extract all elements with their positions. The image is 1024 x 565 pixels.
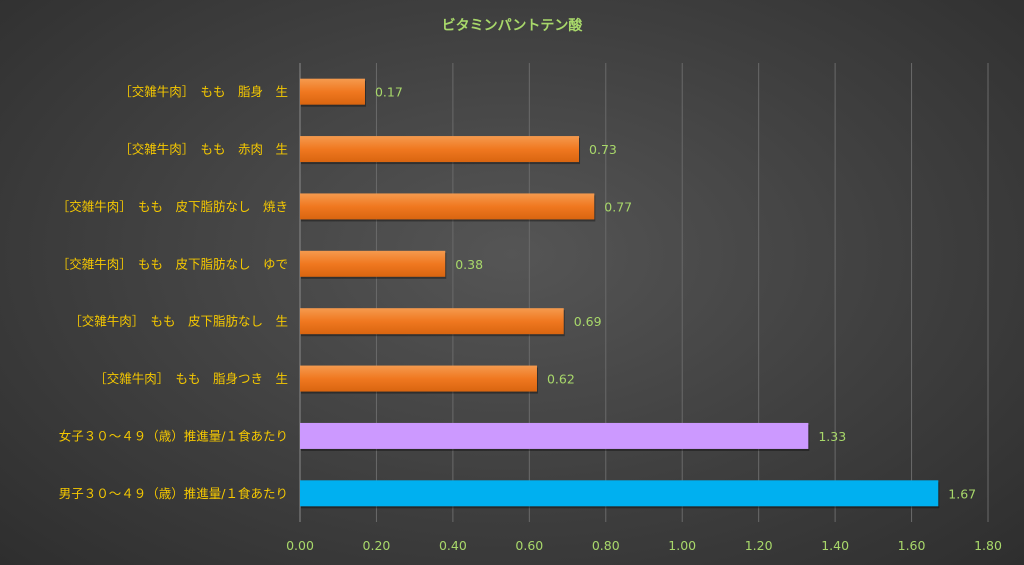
bar	[300, 78, 365, 105]
bar	[300, 480, 939, 507]
data-label: 0.62	[547, 372, 575, 387]
data-label: 0.69	[574, 314, 602, 329]
bar	[300, 365, 537, 392]
x-tick-label: 0.80	[592, 538, 620, 553]
x-tick-label: 1.20	[745, 538, 773, 553]
x-tick-label: 1.40	[821, 538, 849, 553]
data-label: 1.67	[948, 486, 976, 501]
labels: 0.00 0.20 0.40 0.60 0.80 1.00 1.20 1.40 1.60 1.80…	[57, 84, 1002, 553]
bar	[300, 136, 580, 163]
category-label: ［交雑牛肉］ もも 皮下脂肪なし 焼き	[57, 199, 288, 214]
data-label: 1.33	[818, 429, 846, 444]
category-label: ［交雑牛肉］ もも 脂身つき 生	[94, 371, 288, 386]
bar	[300, 422, 809, 449]
x-tick-label: 0.40	[439, 538, 467, 553]
x-tick-label: 0.00	[286, 538, 314, 553]
category-label: ［交雑牛肉］ もも 赤肉 生	[119, 142, 288, 157]
bars	[300, 78, 940, 509]
category-label: ［交雑牛肉］ もも 脂身 生	[119, 84, 288, 99]
x-tick-label: 0.20	[363, 538, 391, 553]
x-tick-label: 1.80	[974, 538, 1002, 553]
x-tick-label: 0.60	[515, 538, 543, 553]
category-label: 女子３０～４９（歳）推進量/１食あたり	[59, 428, 288, 443]
bar	[300, 250, 446, 277]
category-label: 男子３０～４９（歳）推進量/１食あたり	[59, 486, 288, 501]
data-label: 0.73	[589, 142, 617, 157]
data-label: 0.38	[455, 257, 483, 272]
bar	[300, 308, 564, 335]
category-label: ［交雑牛肉］ もも 皮下脂肪なし ゆで	[57, 256, 288, 271]
data-label: 0.77	[604, 199, 632, 214]
bar	[300, 193, 595, 220]
gridlines	[299, 63, 989, 522]
x-tick-label: 1.00	[668, 538, 696, 553]
category-label: ［交雑牛肉］ もも 皮下脂肪なし 生	[69, 314, 288, 329]
chart-title: ビタミンパントテン酸	[442, 17, 584, 34]
x-tick-label: 1.60	[898, 538, 926, 553]
data-label: 0.17	[375, 85, 403, 100]
